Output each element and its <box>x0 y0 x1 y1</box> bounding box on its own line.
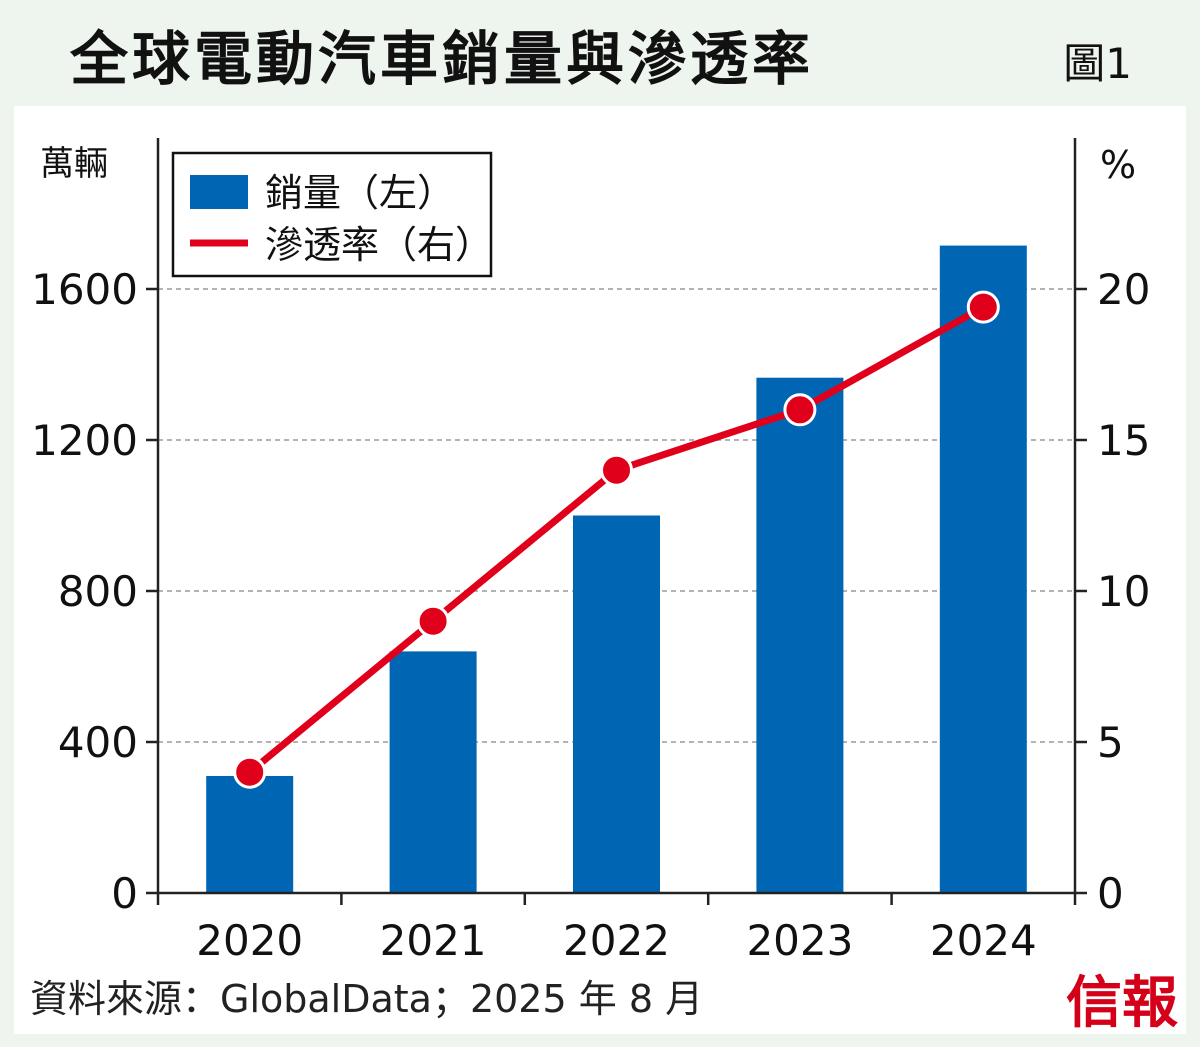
legend-bar-label: 銷量（左） <box>265 171 455 215</box>
x-tick-label-2020: 2020 <box>196 916 303 965</box>
point-2020 <box>233 755 267 789</box>
chart-title: 全球電動汽車銷量與滲透率 <box>70 25 815 93</box>
legend-bar-swatch <box>190 175 248 209</box>
y-left-tick-label: 1200 <box>31 416 138 465</box>
point-2021 <box>416 604 450 638</box>
x-tick-label-2023: 2023 <box>746 916 853 965</box>
y-left-tick-label: 0 <box>111 869 138 918</box>
bar-series <box>206 245 1027 893</box>
y-right-tick-label: 20 <box>1097 265 1150 314</box>
figure-label: 圖1 <box>1063 39 1132 88</box>
brand-logo: 信報 <box>1066 970 1178 1036</box>
bar-2022 <box>573 515 660 893</box>
bar-2020 <box>206 775 294 893</box>
point-2023 <box>783 393 817 427</box>
y-left-tick-label: 400 <box>58 718 138 767</box>
point-2024 <box>966 290 1000 324</box>
y-left-tick-label: 1600 <box>31 265 138 314</box>
y-right-tick-label: 0 <box>1097 869 1124 918</box>
x-tick-label-2022: 2022 <box>563 916 670 965</box>
legend-line-label: 滲透率（右） <box>265 223 493 267</box>
y-right-tick-label: 10 <box>1097 567 1150 616</box>
line-series <box>233 290 1000 789</box>
bar-2024 <box>939 245 1027 893</box>
legend: 銷量（左） 滲透率（右） <box>171 151 493 278</box>
point-2022 <box>600 453 633 487</box>
bar-2023 <box>756 377 844 893</box>
y-axis-left-label: 萬輛 <box>40 144 108 184</box>
y-left-tick-label: 800 <box>58 567 138 616</box>
axes <box>146 138 1087 905</box>
y-axis-right-label: % <box>1100 143 1136 187</box>
x-tick-label-2024: 2024 <box>930 916 1037 965</box>
bar-2021 <box>389 651 477 893</box>
source-note: 資料來源：GlobalData；2025 年 8 月 <box>30 977 704 1021</box>
y-right-tick-label: 15 <box>1097 416 1150 465</box>
y-right-tick-label: 5 <box>1097 718 1124 767</box>
x-tick-label-2021: 2021 <box>380 916 487 965</box>
